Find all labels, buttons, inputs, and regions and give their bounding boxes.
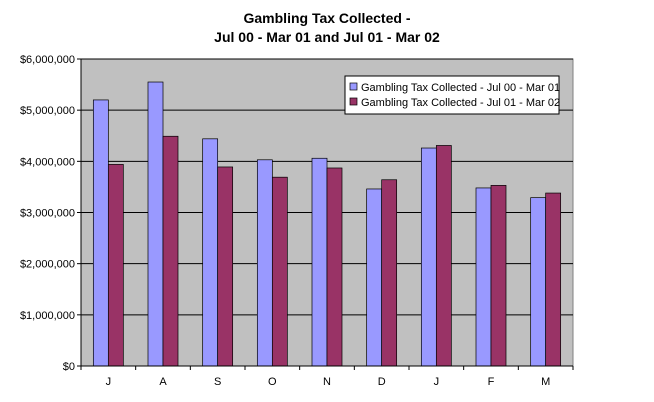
chart-title-line-2: Jul 00 - Mar 01 and Jul 01 - Mar 02	[214, 29, 440, 45]
x-tick-label: O	[268, 376, 277, 388]
bar-series-1	[420, 147, 437, 367]
legend-swatch	[349, 82, 358, 91]
bar-series-2	[271, 176, 288, 367]
x-tick-label: S	[214, 376, 221, 388]
x-tick-label: J	[434, 376, 440, 388]
bar-series-2	[545, 192, 562, 367]
bar-series-1	[147, 81, 164, 367]
legend-swatch	[349, 97, 358, 106]
bar-series-1	[366, 188, 383, 367]
legend-label: Gambling Tax Collected - Jul 01 - Mar 02	[361, 97, 560, 109]
y-tick-label: $0	[63, 361, 75, 373]
y-tick-label: $5,000,000	[20, 105, 75, 117]
bar-series-2	[435, 145, 452, 367]
legend-box	[344, 75, 560, 115]
bar-series-2	[217, 166, 234, 367]
y-tick-label: $6,000,000	[20, 54, 75, 66]
y-tick-label: $3,000,000	[20, 208, 75, 220]
x-tick-label: D	[378, 376, 386, 388]
bars	[92, 81, 562, 367]
bar-series-1	[256, 159, 273, 367]
bar-series-2	[326, 167, 343, 367]
y-tick-label: $4,000,000	[20, 156, 75, 168]
x-tick-label: N	[323, 376, 331, 388]
x-tick-label: F	[488, 376, 495, 388]
bar-series-1	[475, 187, 492, 367]
y-axis-ticks: $0 $1,000,000 $2,000,000 $3,000,000 $4,000,0…	[20, 54, 81, 373]
legend-label: Gambling Tax Collected - Jul 00 - Mar 01	[361, 82, 560, 94]
bar-series-1	[92, 99, 109, 367]
bar-series-1	[202, 138, 219, 367]
x-tick-label: M	[541, 376, 550, 388]
legend: Gambling Tax Collected - Jul 00 - Mar 01…	[344, 75, 560, 115]
bar-series-1	[530, 197, 547, 367]
chart-title-line-1: Gambling Tax Collected -	[243, 10, 411, 26]
bar-series-2	[107, 164, 124, 367]
bar-series-2	[381, 179, 398, 367]
bar-series-1	[311, 157, 328, 367]
bar-series-2	[490, 185, 507, 367]
y-tick-label: $2,000,000	[20, 259, 75, 271]
x-tick-label: J	[106, 376, 112, 388]
y-tick-label: $1,000,000	[20, 310, 75, 322]
x-tick-label: A	[159, 376, 167, 388]
bar-series-2	[162, 135, 179, 367]
